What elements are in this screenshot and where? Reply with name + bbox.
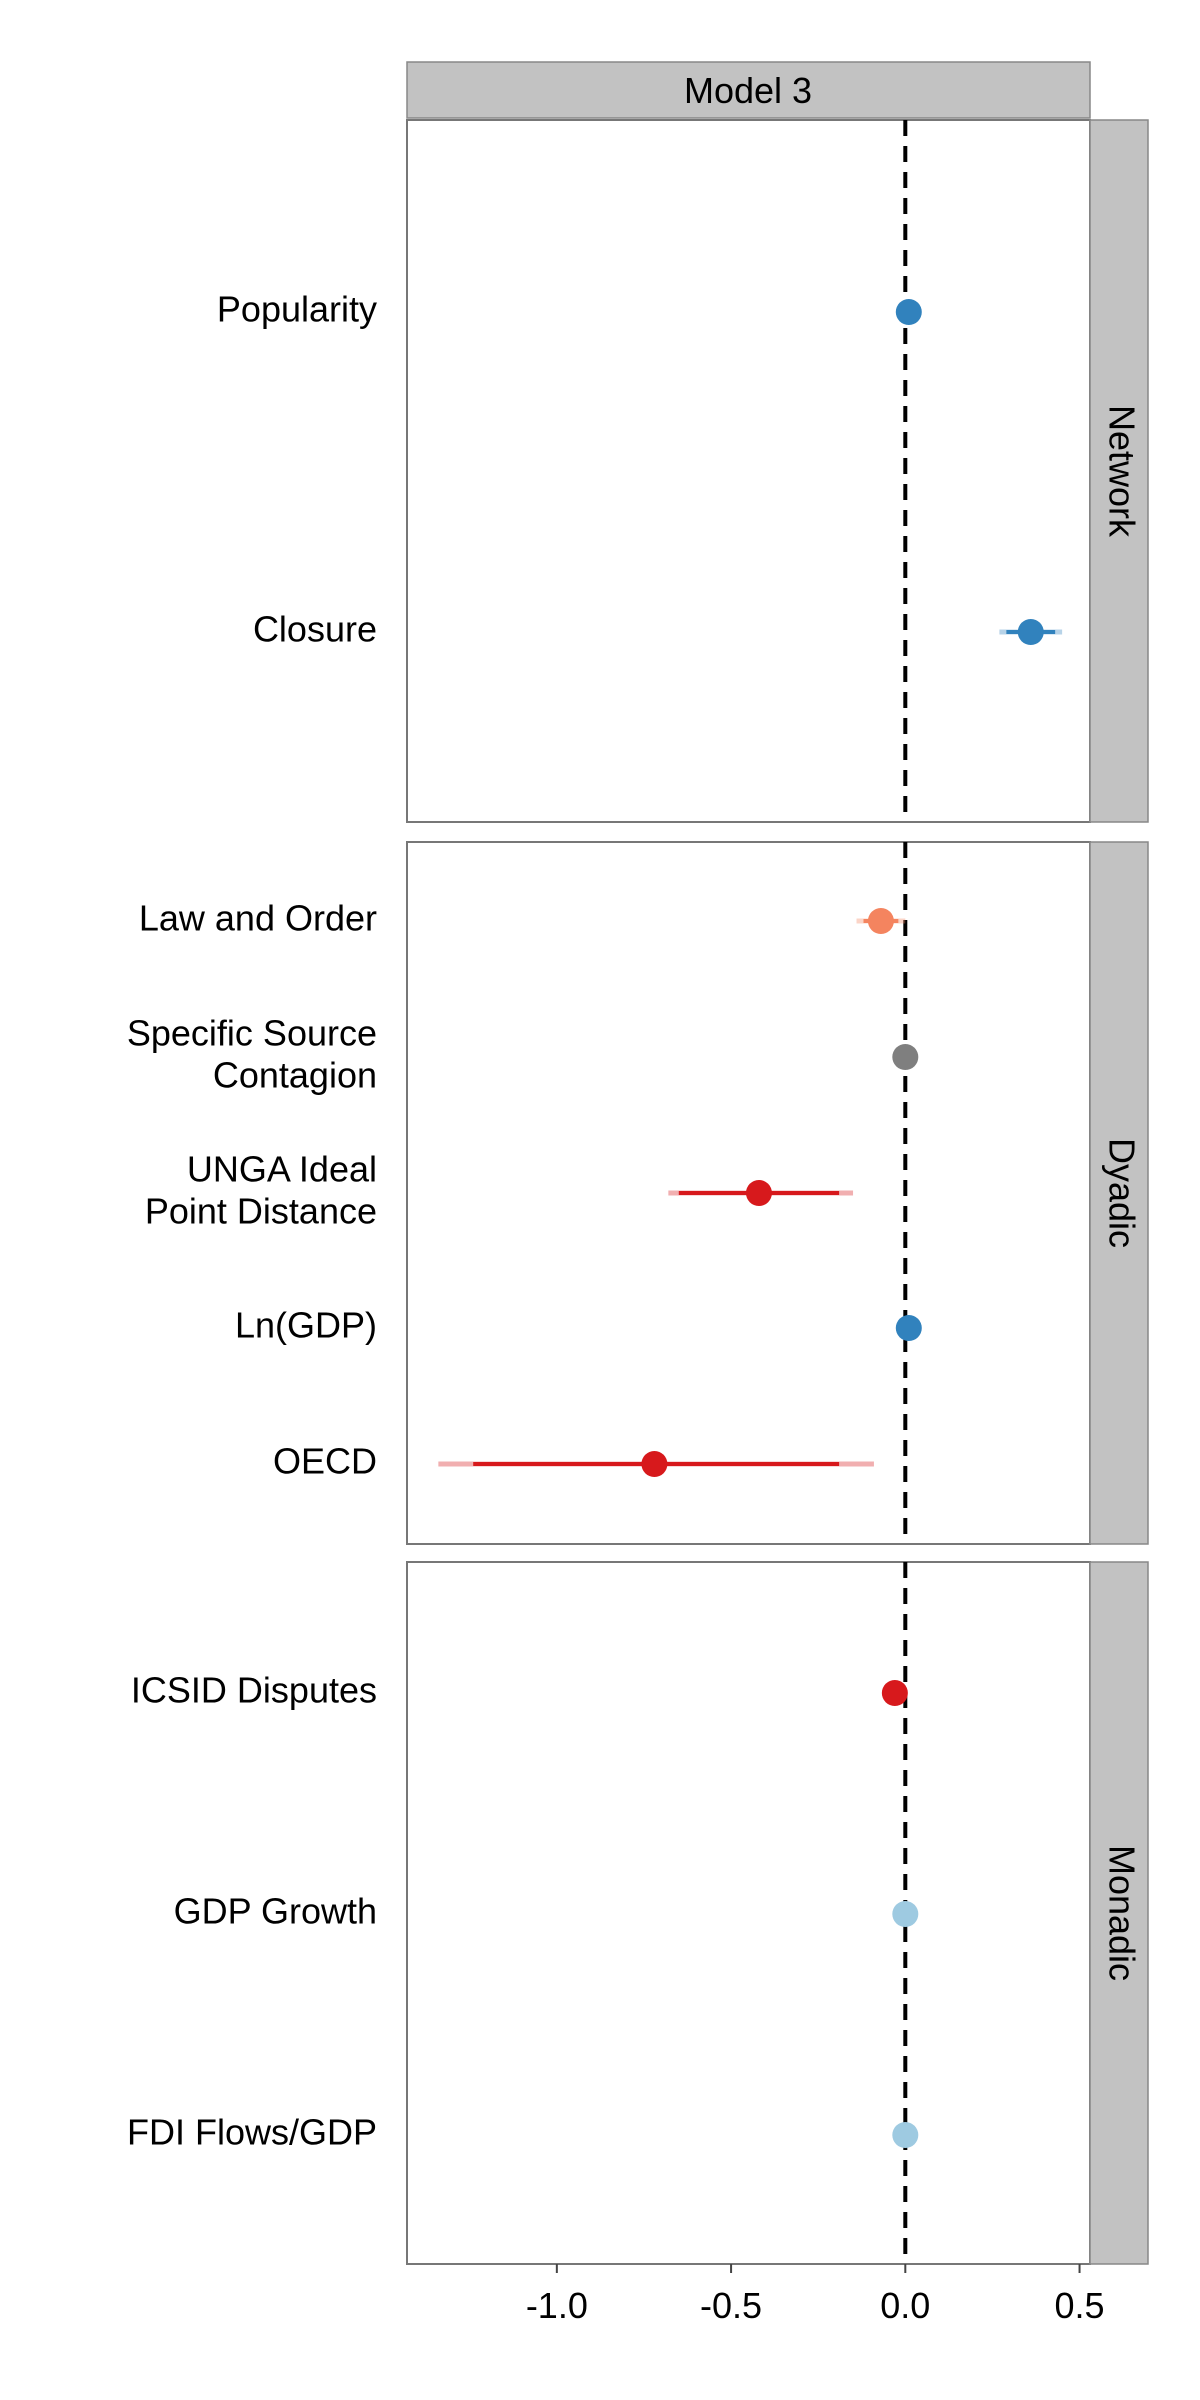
facet-strip xyxy=(1089,1561,1149,2265)
facet-strip-top xyxy=(406,61,1091,119)
facet-strip-label: Monadic xyxy=(1101,1845,1142,1981)
x-axis: -1.0 -0.5 0.0 0.5 xyxy=(526,2264,1105,2326)
coefficient-row: Popularity xyxy=(217,289,922,330)
facet-strip-label: Network xyxy=(1101,405,1142,538)
facet-strip-label: Dyadic xyxy=(1101,1138,1142,1248)
panel-monadic: Monadic ICSID Disputes GDP Growth FDI Flows… xyxy=(127,1561,1149,2265)
estimate-point xyxy=(867,908,894,934)
coefficient-row: Law and Order xyxy=(139,898,906,939)
estimate-point xyxy=(1017,619,1044,645)
estimate-point xyxy=(892,2122,919,2148)
x-tick-label: 0.0 xyxy=(880,2285,930,2326)
coefficient-row: GDP Growth xyxy=(174,1891,919,1932)
panel-dyadic: Dyadic Law and Order Specific SourceContag… xyxy=(127,841,1149,1545)
estimate-point xyxy=(895,1315,922,1341)
estimate-point xyxy=(895,299,922,325)
y-tick-label: ICSID Disputes xyxy=(131,1670,377,1711)
y-tick-label: Law and Order xyxy=(139,898,377,939)
estimate-point xyxy=(892,1901,919,1927)
panel-network: Network Popularity Closure xyxy=(217,119,1149,823)
estimate-point xyxy=(892,1044,919,1070)
facet-strip xyxy=(1089,841,1149,1545)
panels: Network Popularity Closure Dyadic Law and Or… xyxy=(127,119,1149,2265)
estimate-point xyxy=(641,1451,668,1477)
panel-frame xyxy=(406,119,1091,823)
chart-title: Model 3 xyxy=(684,70,812,111)
y-tick-label: Closure xyxy=(253,609,377,650)
y-tick-label: FDI Flows/GDP xyxy=(127,2112,377,2153)
y-tick-label: Contagion xyxy=(213,1055,377,1096)
coefficient-row: Closure xyxy=(253,609,1063,650)
y-tick-label: UNGA Ideal xyxy=(187,1149,377,1190)
coefficient-row: OECD xyxy=(273,1441,874,1482)
coefficient-row: ICSID Disputes xyxy=(131,1670,908,1711)
coefficient-row: Ln(GDP) xyxy=(235,1305,922,1346)
coefficient-row: FDI Flows/GDP xyxy=(127,2112,919,2153)
panel-frame xyxy=(406,1561,1091,2265)
y-tick-label: GDP Growth xyxy=(174,1891,377,1932)
y-tick-label: OECD xyxy=(273,1441,377,1482)
y-tick-label: Ln(GDP) xyxy=(235,1305,377,1346)
estimate-point xyxy=(745,1180,772,1206)
facet-strip xyxy=(1089,119,1149,823)
x-tick-label: -0.5 xyxy=(700,2285,762,2326)
x-tick-label: 0.5 xyxy=(1055,2285,1105,2326)
y-tick-label: Specific Source xyxy=(127,1013,377,1054)
x-tick-label: -1.0 xyxy=(526,2285,588,2326)
estimate-point xyxy=(881,1680,908,1706)
y-tick-label: Popularity xyxy=(217,289,377,330)
y-tick-label: Point Distance xyxy=(145,1191,377,1232)
